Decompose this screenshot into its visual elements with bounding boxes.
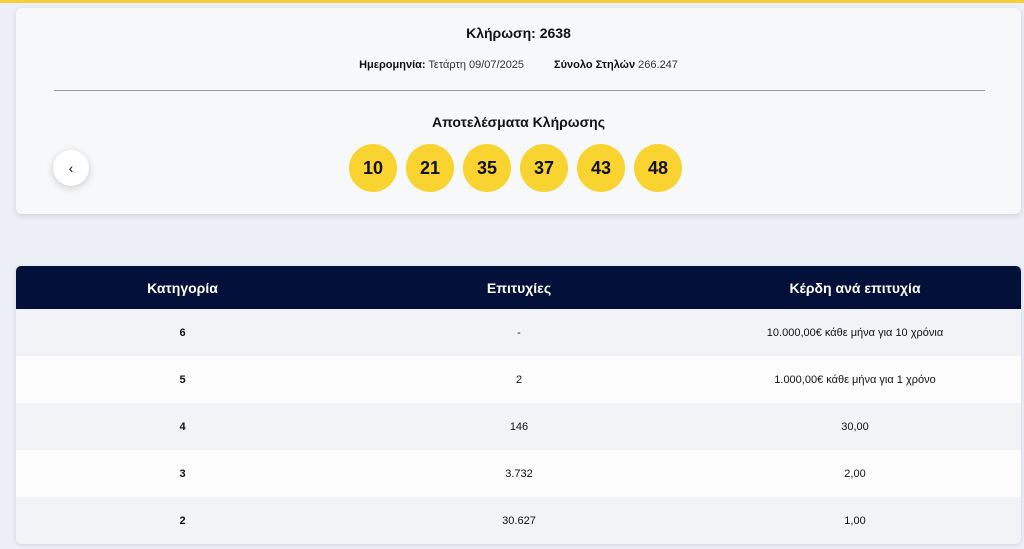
table-header: Κατηγορία Επιτυχίες Κέρδη ανά επιτυχία: [16, 266, 1021, 309]
divider: [54, 90, 985, 91]
date-label: Ημερομηνία:: [359, 59, 426, 71]
cell-winners: 3.732: [505, 467, 533, 480]
number-ball: 10: [349, 144, 397, 192]
cell-category: 4: [179, 420, 186, 433]
cell-category: 3: [179, 467, 186, 480]
table-row: 6 - 10.000,00€ κάθε μήνα για 10 χρόνια: [16, 309, 1021, 356]
number-ball: 43: [577, 144, 625, 192]
number-ball: 37: [520, 144, 568, 192]
cell-category: 6: [179, 326, 186, 339]
top-accent-bar: [0, 0, 1024, 3]
number-ball: 48: [634, 144, 682, 192]
number-ball: 35: [463, 144, 511, 192]
header-prize: Κέρδη ανά επιτυχία: [789, 279, 921, 296]
draw-title: Κλήρωση: 2638: [466, 25, 571, 41]
columns-label: Σύνολο Στηλών: [554, 59, 636, 71]
cell-prize: 1,00: [844, 514, 866, 527]
cell-prize: 30,00: [841, 420, 869, 433]
columns-value: 266.247: [638, 59, 678, 71]
header-winners: Επιτυχίες: [486, 279, 552, 296]
cell-category: 2: [179, 514, 186, 527]
cell-winners: 146: [509, 420, 529, 433]
draw-meta: Ημερομηνία: Τετάρτη 09/07/2025 Σύνολο Στη…: [16, 59, 1021, 71]
header-category: Κατηγορία: [147, 279, 218, 296]
chevron-left-icon: ‹: [68, 160, 74, 176]
cell-prize: 1.000,00€ κάθε μήνα για 1 χρόνο: [774, 373, 936, 386]
cell-prize: 2,00: [844, 467, 866, 480]
number-ball: 21: [406, 144, 454, 192]
previous-draw-button[interactable]: ‹: [53, 150, 89, 186]
results-title: Αποτελέσματα Κλήρωσης: [431, 114, 606, 130]
winning-numbers: 10 21 35 37 43 48: [349, 144, 682, 192]
draw-summary-card: Κλήρωση: 2638 Ημερομηνία: Τετάρτη 09/07/…: [16, 8, 1021, 214]
cell-winners: -: [517, 326, 521, 339]
table-row: 4 146 30,00: [16, 403, 1021, 450]
date-value: Τετάρτη 09/07/2025: [428, 59, 525, 71]
table-row: 2 30.627 1,00: [16, 497, 1021, 544]
cell-prize: 10.000,00€ κάθε μήνα για 10 χρόνια: [766, 326, 944, 339]
cell-winners: 30.627: [502, 514, 536, 527]
table-row: 5 2 1.000,00€ κάθε μήνα για 1 χρόνο: [16, 356, 1021, 403]
table-row: 3 3.732 2,00: [16, 450, 1021, 497]
cell-category: 5: [179, 373, 186, 386]
prize-table: Κατηγορία Επιτυχίες Κέρδη ανά επιτυχία 6…: [16, 266, 1021, 544]
cell-winners: 2: [515, 373, 523, 386]
